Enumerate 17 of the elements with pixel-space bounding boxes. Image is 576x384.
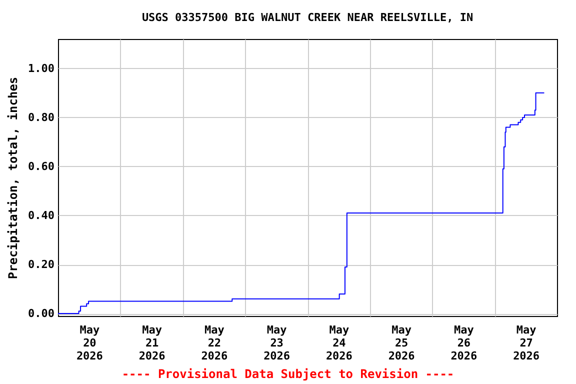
- x-tick-label: May 24 2026: [326, 324, 353, 362]
- x-tick-label: May 27 2026: [513, 324, 540, 362]
- x-tick-label: May 26 2026: [450, 324, 478, 362]
- y-tick-label: 0.60: [28, 160, 54, 173]
- y-tick-label: 1.00: [28, 62, 54, 75]
- x-tick-label: May 22 2026: [201, 324, 228, 362]
- x-tick-label: May 20 2026: [76, 324, 104, 362]
- x-tick-label: May 21 2026: [138, 324, 166, 362]
- chart-title: USGS 03357500 BIG WALNUT CREEK NEAR REELSVILLE, IN: [142, 11, 474, 24]
- text: ---- Provisional Data Subject to Revision ----: [120, 367, 456, 381]
- y-tick-label: 0.20: [28, 258, 54, 272]
- y-tick-label: 0.00: [28, 307, 54, 320]
- x-tick-label: May 23 2026: [264, 324, 290, 362]
- y-axis-title: Precipitation, total, inches: [6, 76, 20, 280]
- y-tick-label: 0.80: [28, 110, 54, 124]
- y-tick-label: 0.40: [28, 208, 54, 222]
- x-tick-label: May 25 2026: [388, 324, 416, 362]
